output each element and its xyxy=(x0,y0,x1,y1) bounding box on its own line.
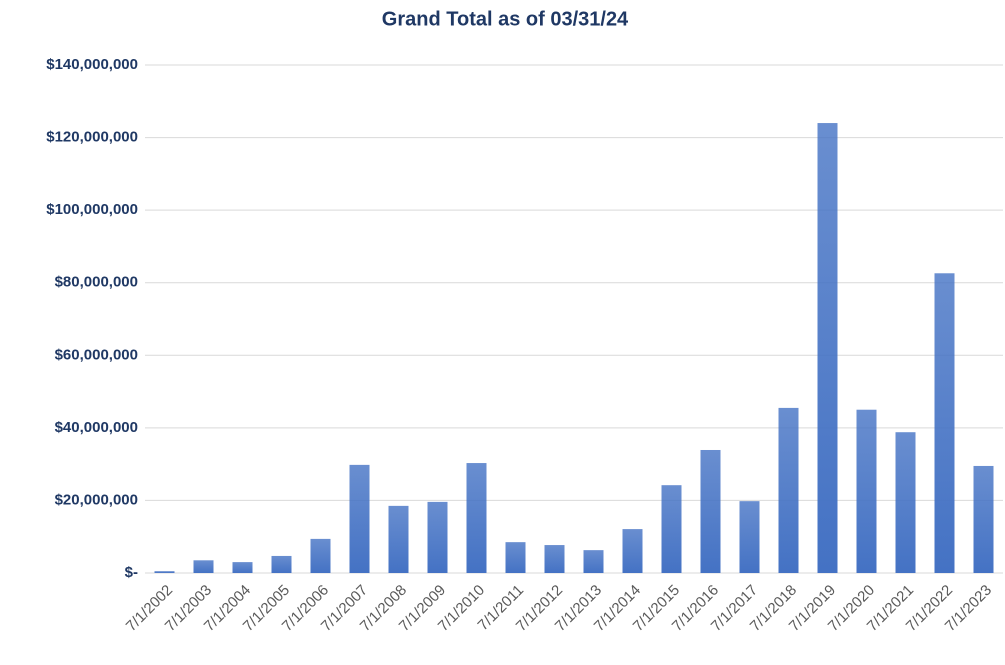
y-tick-label: $60,000,000 xyxy=(55,346,138,363)
bar xyxy=(895,432,916,573)
bar xyxy=(544,545,565,573)
bar xyxy=(856,409,877,573)
y-tick-label: $40,000,000 xyxy=(55,419,138,436)
bar xyxy=(583,550,604,573)
bar xyxy=(232,562,253,573)
y-tick-label: $- xyxy=(125,564,138,581)
bar xyxy=(934,273,955,573)
bar xyxy=(271,555,292,573)
bar xyxy=(388,505,409,573)
chart-title: Grand Total as of 03/31/24 xyxy=(382,8,629,30)
bar xyxy=(505,542,526,573)
bar xyxy=(739,501,760,573)
y-tick-label: $140,000,000 xyxy=(46,56,138,73)
y-tick-label: $120,000,000 xyxy=(46,129,138,146)
bar xyxy=(310,538,331,573)
bar xyxy=(700,449,721,573)
bar xyxy=(349,464,370,573)
bar xyxy=(778,407,799,573)
bar xyxy=(193,560,214,573)
y-tick-label: $80,000,000 xyxy=(55,274,138,291)
y-tick-label: $100,000,000 xyxy=(46,201,138,218)
bar xyxy=(973,465,994,573)
bar xyxy=(817,123,838,574)
bar xyxy=(427,501,448,573)
bar xyxy=(466,463,487,573)
bar xyxy=(154,571,175,573)
bar xyxy=(622,529,643,573)
bar xyxy=(661,485,682,573)
y-tick-label: $20,000,000 xyxy=(55,491,138,508)
